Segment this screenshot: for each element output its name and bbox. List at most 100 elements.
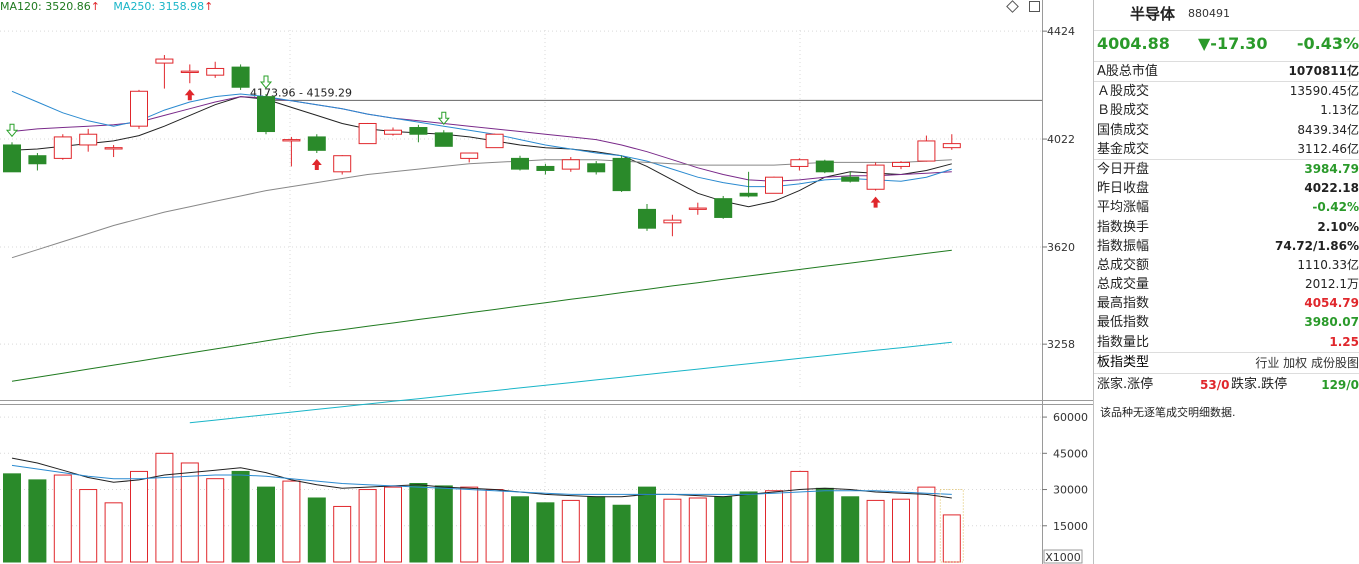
- volume-bar: [257, 486, 275, 563]
- stat-label: 指数振幅: [1097, 238, 1150, 254]
- volume-tick-label: 45000: [1053, 447, 1088, 460]
- stat-label: A股总市值: [1097, 64, 1158, 79]
- stat-value: -0.42%: [1312, 200, 1359, 215]
- volume-bar: [206, 478, 225, 563]
- volume-bar: [612, 504, 631, 563]
- candle-body: [561, 159, 580, 170]
- candle-body: [790, 159, 809, 167]
- candle-body: [3, 144, 21, 173]
- stat-row: Ｂ股成交 1.13亿: [1094, 101, 1359, 120]
- stat-value: 3984.79: [1304, 161, 1359, 176]
- volume-bar: [409, 483, 428, 563]
- candle-body: [155, 58, 174, 64]
- stat-value: 3112.46亿: [1297, 141, 1359, 156]
- index-name: 半导体: [1130, 5, 1176, 23]
- stat-value: 1.25: [1329, 334, 1359, 349]
- candle-body: [688, 207, 707, 210]
- last-price: 4004.88: [1097, 34, 1170, 53]
- stat-value: 74.72/1.86%: [1275, 238, 1359, 253]
- index-stats-section: 今日开盘 3984.79 昨日收盘 4022.18 平均涨幅 -0.42% 指数换手 2.10…: [1094, 160, 1359, 352]
- stat-label: 最高指数: [1097, 296, 1150, 312]
- candle-body: [612, 157, 631, 192]
- volume-bar: [663, 498, 682, 563]
- volume-bar: [79, 489, 98, 563]
- volume-tick-label: 30000: [1053, 484, 1088, 497]
- stat-row: 今日开盘 3984.79: [1094, 160, 1359, 179]
- volume-bar: [790, 470, 809, 563]
- diamond-icon[interactable]: [1006, 0, 1019, 13]
- candle-body: [28, 155, 47, 165]
- volume-bar: [815, 487, 834, 563]
- stat-row: 总成交额 1110.33亿: [1094, 256, 1359, 275]
- stat-label: Ｂ股成交: [1097, 103, 1150, 119]
- candle-body: [866, 164, 885, 190]
- volume-bar: [130, 470, 148, 563]
- candle-body: [663, 219, 682, 224]
- candle-body: [942, 143, 961, 149]
- volume-bar: [587, 496, 606, 563]
- candle-body: [307, 136, 326, 151]
- candle-body: [206, 67, 225, 76]
- volume-bar: [765, 490, 783, 563]
- red-up-arrow-icon: [184, 89, 195, 101]
- volume-bar: [53, 474, 72, 563]
- green-down-arrow-icon: [437, 111, 450, 125]
- quote-panel: 半导体 880491 4004.88 ▼-17.30 -0.43% A股总市值 1…: [1093, 0, 1359, 564]
- price-change: ▼-17.30: [1198, 34, 1268, 53]
- ma120-label: MA120: 3520.86: [0, 0, 91, 13]
- stat-row: Ａ股成交 13590.45亿: [1094, 82, 1359, 101]
- volume-bar: [434, 485, 453, 563]
- volume-bar: [28, 479, 47, 563]
- stat-value: 13590.45亿: [1289, 84, 1359, 99]
- volume-bar: [155, 452, 174, 563]
- board-type-tags[interactable]: 行业 加权 成份股图: [1255, 355, 1359, 370]
- volume-bar: [638, 486, 656, 563]
- stat-row: A股总市值 1070811亿: [1094, 62, 1359, 81]
- candle-body: [536, 165, 555, 171]
- board-type-row: 板指类型 行业 加权 成份股图: [1094, 351, 1359, 374]
- kline-chart-area[interactable]: 4424 4022 3620 3258 60000 45000 30000 15000 X100…: [0, 0, 1093, 564]
- chart-svg[interactable]: 4424 4022 3620 3258 60000 45000 30000 15000 X100…: [0, 0, 1093, 564]
- candle-body: [460, 152, 479, 159]
- stat-value: 2012.1万: [1305, 277, 1359, 292]
- candle-body: [384, 129, 402, 135]
- volume-tick-label: 60000: [1053, 411, 1088, 424]
- candle-body: [79, 133, 98, 146]
- volume-unit-label: X1000: [1045, 551, 1081, 564]
- ma120-up-icon: ↑: [90, 0, 100, 13]
- candle-body: [104, 147, 123, 150]
- chart-toolbar: [1006, 0, 1040, 14]
- green-down-arrow-icon: [259, 75, 273, 89]
- price-ma-line: [11, 249, 952, 382]
- red-up-arrow-icon: [311, 159, 322, 171]
- volume-bar: [307, 497, 326, 563]
- volume-bar: [841, 496, 860, 563]
- volume-bar: [333, 505, 352, 563]
- candle-body: [358, 122, 377, 145]
- stat-row: 最低指数 3980.07: [1094, 313, 1359, 332]
- stat-row: 总成交量 2012.1万: [1094, 275, 1359, 294]
- breadth-up-value: 53/0: [1200, 377, 1230, 392]
- volume-bar: [561, 499, 580, 563]
- candle-body: [638, 208, 656, 229]
- panel-header: 半导体 880491: [1094, 0, 1359, 31]
- stat-label: 最低指数: [1097, 315, 1150, 331]
- price-change-pct: -0.43%: [1296, 34, 1359, 53]
- price-ma-line: [189, 341, 952, 424]
- price-ma-line: [11, 96, 952, 208]
- breadth-up-label: 涨家.涨停: [1097, 376, 1154, 392]
- ma250-label: MA250: 3158.98: [113, 0, 205, 13]
- quote-row: 4004.88 ▼-17.30 -0.43%: [1094, 31, 1359, 62]
- panel-toggle-icon[interactable]: [1028, 1, 1040, 12]
- candle-body: [53, 136, 72, 159]
- breadth-down-value: 129/0: [1321, 377, 1359, 392]
- candle-body: [231, 66, 250, 88]
- candle-body: [587, 163, 606, 173]
- stat-label: 总成交量: [1097, 277, 1150, 293]
- stat-value: 3980.07: [1304, 315, 1359, 330]
- board-type-label: 板指类型: [1097, 354, 1150, 370]
- candle-body: [130, 90, 148, 127]
- candle-body: [841, 176, 860, 182]
- stat-value: 4022.18: [1304, 181, 1359, 196]
- volume-bar: [688, 497, 707, 563]
